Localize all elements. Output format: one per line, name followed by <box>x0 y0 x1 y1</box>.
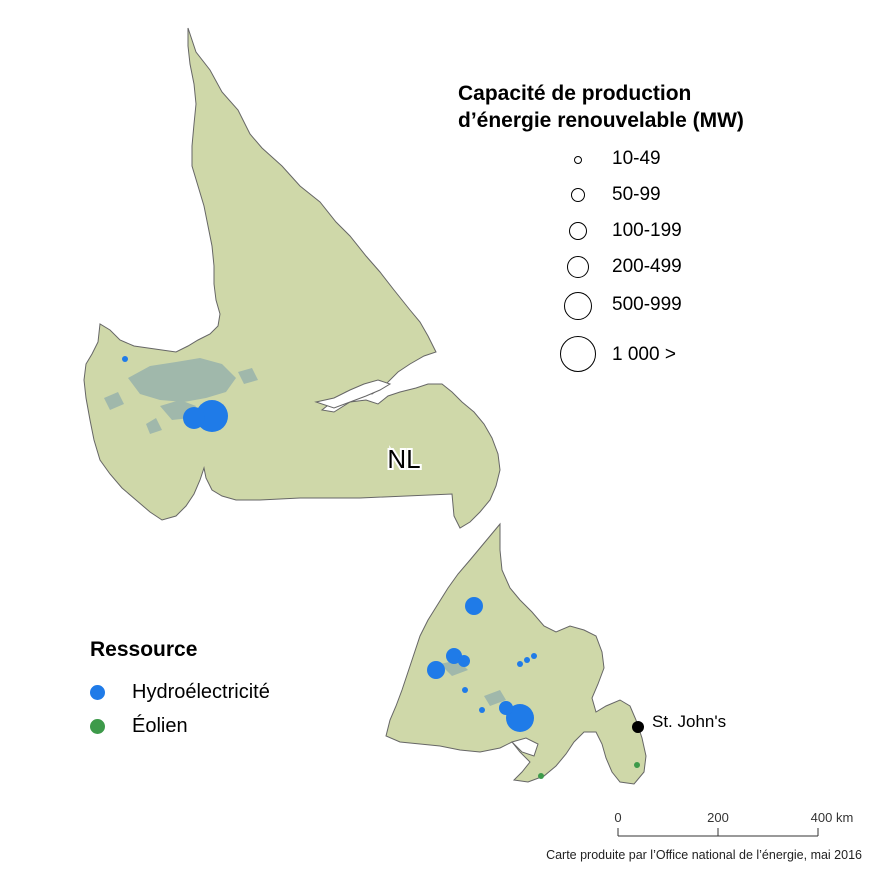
size-legend-row: 50-99 <box>560 184 820 214</box>
size-legend-row: 1 000 > <box>560 336 820 374</box>
size-legend-title: Capacité de production d’énergie renouve… <box>458 80 744 134</box>
size-circle-icon <box>571 188 585 202</box>
hydro-site-churchill-falls <box>196 400 228 432</box>
size-class-label: 10-49 <box>612 148 661 169</box>
hydro-site-nf-3 <box>458 655 470 667</box>
scale-bar <box>617 828 819 837</box>
size-circle-icon <box>564 292 592 320</box>
wind-site-2 <box>634 762 640 768</box>
size-class-label: 200-499 <box>612 256 682 277</box>
map-credit: Carte produite par l’Office national de … <box>546 848 862 862</box>
burin-gap <box>511 737 539 757</box>
size-class-label: 50-99 <box>612 184 661 205</box>
size-circle-icon <box>569 222 587 240</box>
hydro-site-nf-4 <box>427 661 445 679</box>
wind-site-1 <box>538 773 544 779</box>
wind-sites <box>538 762 640 779</box>
hydro-site-nf-1 <box>465 597 483 615</box>
resource-label: Éolien <box>132 715 188 737</box>
size-circle-icon <box>574 156 582 164</box>
wind-dot-icon <box>90 719 105 734</box>
hydro-site-nf-6 <box>524 657 530 663</box>
hydro-site-labrador-3 <box>122 356 128 362</box>
city-label: St. John's <box>652 712 726 731</box>
newfoundland-island <box>385 522 647 785</box>
scale-tick-200: 200 <box>707 810 729 825</box>
size-class-label: 500-999 <box>612 294 682 315</box>
size-legend-row: 200-499 <box>560 256 820 286</box>
hydro-site-nf-10 <box>499 701 513 715</box>
size-legend-row: 10-49 <box>560 148 820 178</box>
resource-label: Hydroélectricité <box>132 681 270 703</box>
size-legend-row: 500-999 <box>560 292 820 324</box>
hydro-site-nf-9 <box>479 707 485 713</box>
hydro-dot-icon <box>90 685 105 700</box>
labrador-landmass <box>83 27 501 529</box>
hydro-site-bay-despoir <box>506 704 534 732</box>
scale-tick-400: 400 km <box>811 810 854 825</box>
scale-tick-0: 0 <box>614 810 621 825</box>
hydro-sites <box>122 356 537 732</box>
size-legend-title-line2: d’énergie renouvelable (MW) <box>458 109 744 132</box>
city-marker-st-johns <box>632 721 644 733</box>
size-legend-row: 100-199 <box>560 220 820 250</box>
province-label: NL <box>387 444 420 474</box>
size-class-label: 1 000 > <box>612 344 676 365</box>
resource-legend-title: Ressource <box>90 638 198 661</box>
size-circle-icon <box>567 256 589 278</box>
size-legend-title-line1: Capacité de production <box>458 82 692 105</box>
hydro-site-nf-7 <box>517 661 523 667</box>
hydro-site-nf-5 <box>531 653 537 659</box>
hydro-site-labrador-2 <box>183 407 205 429</box>
size-class-label: 100-199 <box>612 220 682 241</box>
hydro-site-nf-8 <box>462 687 468 693</box>
size-circle-icon <box>560 336 596 372</box>
lake-melville <box>314 379 392 409</box>
hydro-site-nf-2 <box>446 648 462 664</box>
